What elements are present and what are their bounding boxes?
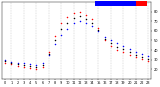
Point [97, 30, 100, 32]
Point [48, 53, 50, 55]
Point [141, 58, 143, 59]
Point [79, 21, 81, 22]
Point [147, 58, 149, 59]
Point [66, 17, 69, 18]
Point [29, 68, 31, 69]
Point [48, 54, 50, 56]
Point [23, 67, 25, 68]
Point [4, 60, 6, 61]
Point [54, 40, 56, 41]
Point [141, 53, 143, 55]
Point [122, 48, 125, 50]
Point [85, 19, 87, 20]
Point [72, 18, 75, 19]
Point [29, 64, 31, 65]
Point [128, 48, 131, 50]
Point [116, 49, 118, 51]
Point [116, 43, 118, 44]
Point [128, 54, 131, 56]
Point [91, 23, 94, 24]
Point [110, 46, 112, 47]
Point [23, 63, 25, 64]
Point [116, 46, 118, 48]
Point [16, 66, 19, 67]
Point [135, 54, 137, 56]
Point [54, 44, 56, 45]
Point [147, 60, 149, 61]
Point [10, 62, 13, 63]
Point [41, 63, 44, 64]
Point [79, 11, 81, 12]
Point [66, 23, 69, 24]
Point [35, 67, 38, 68]
Point [128, 51, 131, 53]
Point [85, 23, 87, 24]
Point [66, 28, 69, 30]
Point [135, 56, 137, 58]
Point [72, 23, 75, 24]
Point [110, 43, 112, 44]
Point [122, 51, 125, 53]
Point [10, 61, 13, 62]
Point [103, 38, 106, 39]
Point [4, 62, 6, 63]
Point [91, 19, 94, 20]
Point [141, 56, 143, 58]
Point [16, 64, 19, 65]
Point [41, 67, 44, 68]
Point [48, 51, 50, 53]
Point [72, 12, 75, 13]
Point [54, 35, 56, 36]
Point [91, 25, 94, 27]
Point [103, 36, 106, 37]
Point [110, 40, 112, 41]
Point [85, 14, 87, 15]
Point [16, 62, 19, 63]
Point [10, 64, 13, 65]
Point [35, 69, 38, 70]
Point [147, 55, 149, 56]
Point [103, 40, 106, 41]
Point [97, 27, 100, 29]
Point [60, 34, 62, 35]
Point [60, 28, 62, 30]
Point [41, 65, 44, 66]
Point [4, 59, 6, 60]
Point [122, 46, 125, 47]
Point [35, 65, 38, 66]
Point [29, 66, 31, 67]
Point [135, 51, 137, 53]
Point [23, 65, 25, 66]
Point [60, 23, 62, 24]
Point [79, 16, 81, 17]
Point [97, 29, 100, 31]
